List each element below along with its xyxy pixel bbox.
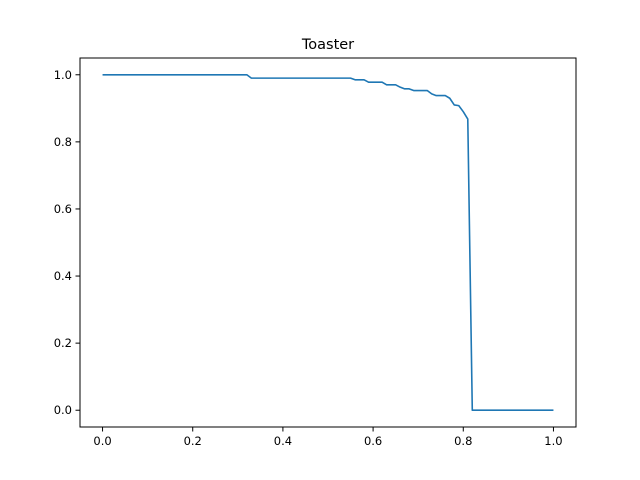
x-tick-label: 1.0 [544, 434, 562, 448]
y-tick-label: 0.6 [54, 202, 72, 216]
x-tick-label: 0.4 [274, 434, 292, 448]
x-tick-label: 0.2 [184, 434, 202, 448]
y-tick-label: 0.4 [54, 269, 72, 283]
y-tick-label: 0.2 [54, 336, 72, 350]
axes-frame [79, 57, 577, 428]
x-tick-label: 0.6 [364, 434, 382, 448]
y-tick-label: 0.8 [54, 135, 72, 149]
x-tick-label: 0.0 [93, 434, 111, 448]
x-tick-label: 0.8 [454, 434, 472, 448]
series-line [102, 73, 554, 412]
y-tick-label: 1.0 [54, 68, 72, 82]
chart-title: Toaster [301, 37, 354, 53]
y-tick-label: 0.0 [54, 403, 72, 417]
plot-area: 0.0 0.2 0.4 0.6 0.8 1.0 0.0 0.2 0.4 0.6 0.8 1.0 [54, 68, 563, 448]
